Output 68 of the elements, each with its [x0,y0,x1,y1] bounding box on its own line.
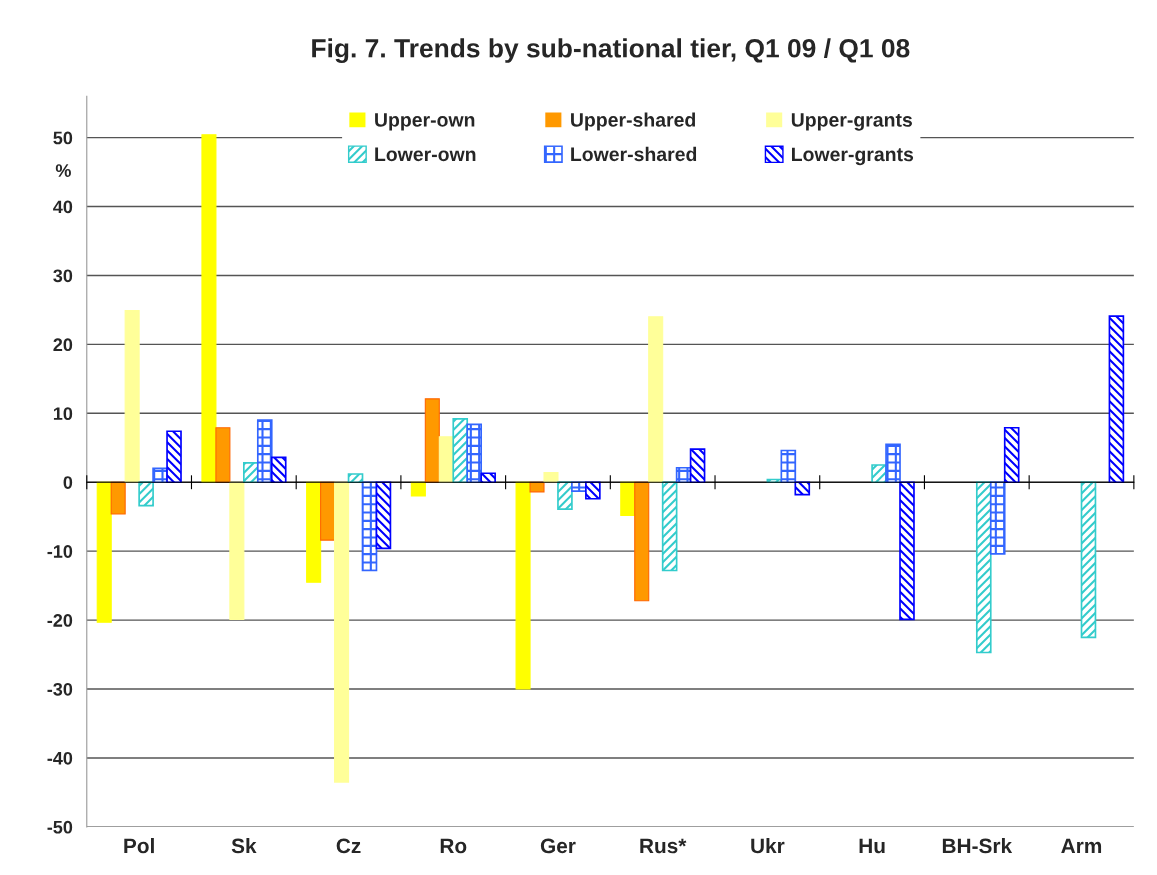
bar [794,481,811,496]
bar [648,316,664,483]
x-tick-label: Arm [1061,838,1102,854]
bar [620,481,636,516]
y-tick-label: 10 [53,407,73,421]
bar [975,481,992,654]
bar [585,481,601,500]
bar [466,423,483,484]
y-tick-label: 40 [53,200,73,214]
bar [1003,426,1020,484]
bar [110,481,126,515]
bar [989,481,1006,555]
bar [1080,481,1097,639]
bar [361,481,378,572]
bar [334,481,350,783]
y-axis-title: % [55,164,71,177]
y-tick-label: 0 [63,476,73,489]
y-tick-label: 20 [53,338,73,352]
legend-label: Lower-grants [792,147,914,166]
bar [780,449,797,484]
legend-label: Upper-own [375,113,475,131]
bar [1108,315,1125,484]
x-tick-label: Ro [440,838,467,854]
bar [306,481,322,583]
legend-label: Upper-shared [571,112,696,131]
bar [410,481,426,497]
bar [215,427,231,483]
bar [270,456,287,484]
bar [375,481,392,550]
bar [201,134,217,483]
x-tick-label: Ger [540,838,576,854]
bar [229,481,245,620]
y-tick-label: -30 [47,682,73,696]
bar [424,398,440,483]
bar [543,472,559,483]
x-tick-label: Ukr [751,837,785,854]
x-tick-label: BH-Srk [942,837,1013,854]
x-tick-label: Pol [124,837,154,854]
bar [166,430,182,484]
chart-title: Fig. 7. Trends by sub-national tier, Q1 09 / Q1 08 [312,38,910,63]
x-tick-label: Rus* [640,838,687,854]
bar [557,481,573,510]
bar [689,448,706,484]
bar [96,481,112,623]
bar [529,481,545,493]
legend-label: Lower-own [375,147,476,162]
bar [480,472,496,484]
y-tick-label: 50 [53,131,73,145]
bar [661,481,678,572]
y-tick-label: -40 [47,751,73,765]
bar [634,481,650,602]
x-tick-label: Cz [336,838,361,854]
legend-label: Lower-shared [571,146,697,162]
bar [256,419,273,484]
bar [320,481,336,541]
bar [138,481,154,507]
y-tick-label: 30 [53,269,73,283]
y-tick-label: -50 [47,820,73,834]
bar [899,481,915,621]
bar [452,417,469,484]
y-tick-label: -10 [47,545,73,558]
y-tick-label: -20 [47,614,73,627]
x-tick-label: Sk [231,837,257,854]
bar [515,481,531,690]
bar [885,443,901,484]
x-tick-label: Hu [859,838,885,854]
legend-label: Upper-grants [791,113,912,131]
bar [124,310,140,483]
